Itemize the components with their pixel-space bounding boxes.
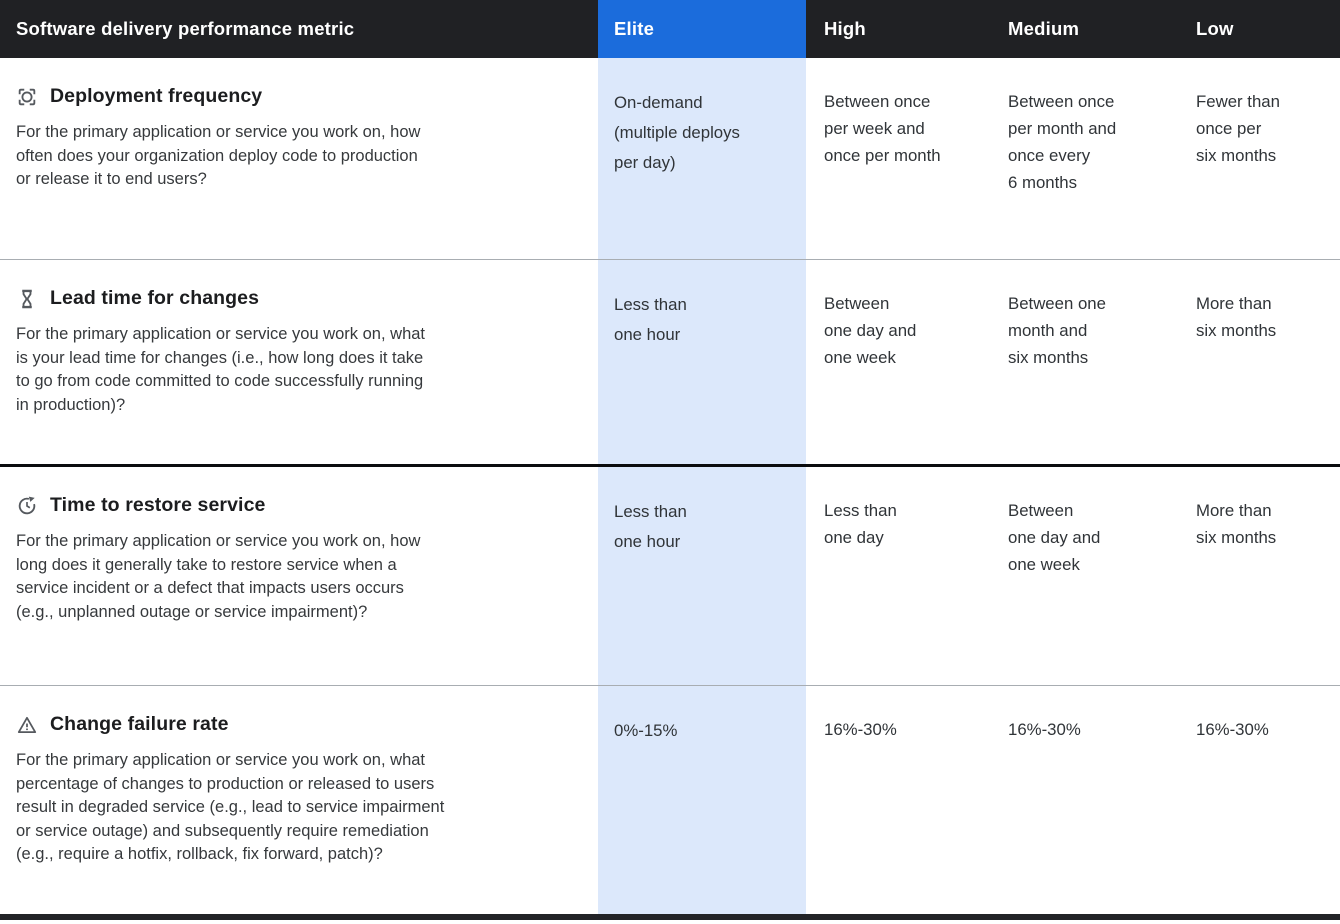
medium-column-header: Medium bbox=[992, 0, 1180, 58]
elite-value: 0%-15% bbox=[598, 686, 806, 914]
metric-title: Deployment frequency bbox=[16, 85, 570, 108]
metric-title: Time to restore service bbox=[16, 494, 570, 517]
high-value: Less than one day bbox=[824, 501, 897, 547]
metric-title-label: Lead time for changes bbox=[50, 287, 260, 309]
high-value: Between once per week and once per month bbox=[824, 92, 941, 165]
metric-description: For the primary application or service y… bbox=[16, 123, 421, 188]
high-value: Between one day and one week bbox=[824, 294, 917, 367]
metric-cell: Change failure rate For the primary appl… bbox=[0, 686, 598, 914]
metric-cell: Time to restore service For the primary … bbox=[0, 467, 598, 685]
metric-title-label: Deployment frequency bbox=[50, 85, 263, 107]
metric-title: Change failure rate bbox=[16, 713, 570, 736]
medium-value: Between one day and one week bbox=[1008, 501, 1101, 574]
table-row-change-failure-rate: Change failure rate For the primary appl… bbox=[0, 686, 1340, 920]
elite-column-header: Elite bbox=[598, 0, 806, 58]
table-header-row: Software delivery performance metric Eli… bbox=[0, 0, 1340, 58]
metric-title-label: Time to restore service bbox=[50, 494, 266, 516]
metric-cell: Lead time for changes For the primary ap… bbox=[0, 260, 598, 464]
metric-title: Lead time for changes bbox=[16, 287, 570, 310]
restore-clock-icon bbox=[16, 495, 38, 517]
table-row-deployment-frequency: Deployment frequency For the primary app… bbox=[0, 58, 1340, 260]
elite-value: Less than one hour bbox=[598, 467, 806, 685]
metric-title-label: Change failure rate bbox=[50, 713, 229, 735]
deployment-frequency-icon bbox=[16, 86, 38, 108]
low-column-header: Low bbox=[1180, 0, 1340, 58]
low-value: More than six months bbox=[1196, 294, 1277, 340]
warning-triangle-icon bbox=[16, 714, 38, 736]
elite-value: Less than one hour bbox=[598, 260, 806, 464]
low-value: Fewer than once per six months bbox=[1196, 92, 1280, 165]
elite-value: On-demand (multiple deploys per day) bbox=[598, 58, 806, 259]
metric-cell: Deployment frequency For the primary app… bbox=[0, 58, 598, 259]
hourglass-icon bbox=[16, 288, 38, 310]
medium-value: Between one month and six months bbox=[1008, 294, 1106, 367]
metric-description: For the primary application or service y… bbox=[16, 751, 445, 863]
metric-description: For the primary application or service y… bbox=[16, 325, 426, 414]
high-value: 16%-30% bbox=[824, 720, 897, 739]
medium-value: Between once per month and once every 6 … bbox=[1008, 92, 1117, 192]
low-value: More than six months bbox=[1196, 501, 1277, 547]
low-value: 16%-30% bbox=[1196, 720, 1269, 739]
metric-column-header: Software delivery performance metric bbox=[0, 0, 598, 58]
medium-value: 16%-30% bbox=[1008, 720, 1081, 739]
high-column-header: High bbox=[806, 0, 992, 58]
table-row-lead-time: Lead time for changes For the primary ap… bbox=[0, 260, 1340, 467]
table-row-time-to-restore: Time to restore service For the primary … bbox=[0, 467, 1340, 686]
metric-description: For the primary application or service y… bbox=[16, 532, 421, 621]
